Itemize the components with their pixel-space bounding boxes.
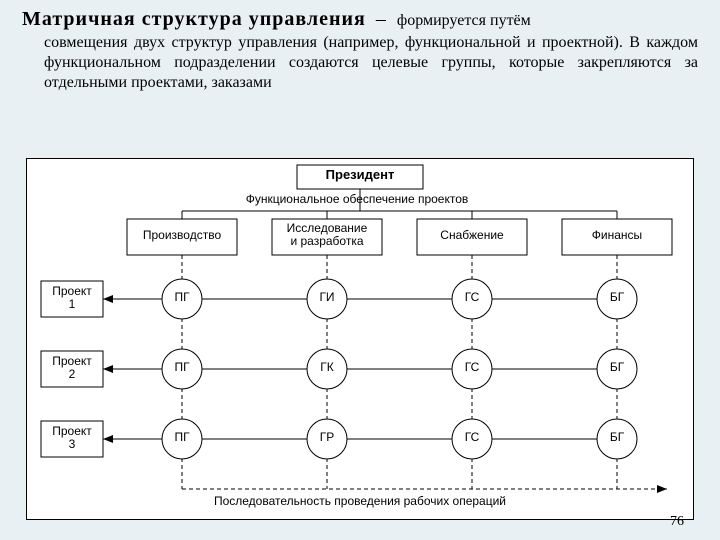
page-number: 76	[670, 514, 684, 530]
subtitle: Функциональное обеспечение проектов	[157, 193, 557, 206]
node-1-1: ГК	[307, 361, 347, 374]
matrix-diagram: Президент Функциональное обеспечение про…	[26, 158, 694, 520]
dept-2: Снабжение	[417, 229, 527, 242]
node-2-2: ГС	[452, 431, 492, 444]
proj-2: Проект 3	[41, 425, 103, 451]
node-0-1: ГИ	[307, 291, 347, 304]
dept-3: Финансы	[562, 229, 672, 242]
proj-0: Проект 1	[41, 285, 103, 311]
node-2-0: ПГ	[162, 431, 202, 444]
tail: формируется путём	[397, 12, 531, 29]
diagram-svg	[27, 159, 693, 519]
node-0-2: ГС	[452, 291, 492, 304]
dept-1: Исследование и разработка	[272, 222, 382, 248]
node-2-1: ГР	[307, 431, 347, 444]
text-block: Матричная структура управления – формиру…	[22, 8, 698, 93]
node-0-0: ПГ	[162, 291, 202, 304]
node-0-3: БГ	[597, 291, 637, 304]
title: Матричная структура управления	[22, 8, 366, 30]
dept-0: Производство	[127, 229, 237, 242]
footer: Последовательность проведения рабочих оп…	[127, 495, 593, 508]
president-label: Президент	[297, 168, 423, 182]
proj-1: Проект 2	[41, 355, 103, 381]
node-1-3: БГ	[597, 361, 637, 374]
dash: –	[376, 8, 387, 30]
node-2-3: БГ	[597, 431, 637, 444]
body-text: совмещения двух структур управления (нап…	[44, 33, 698, 93]
node-1-2: ГС	[452, 361, 492, 374]
node-1-0: ПГ	[162, 361, 202, 374]
